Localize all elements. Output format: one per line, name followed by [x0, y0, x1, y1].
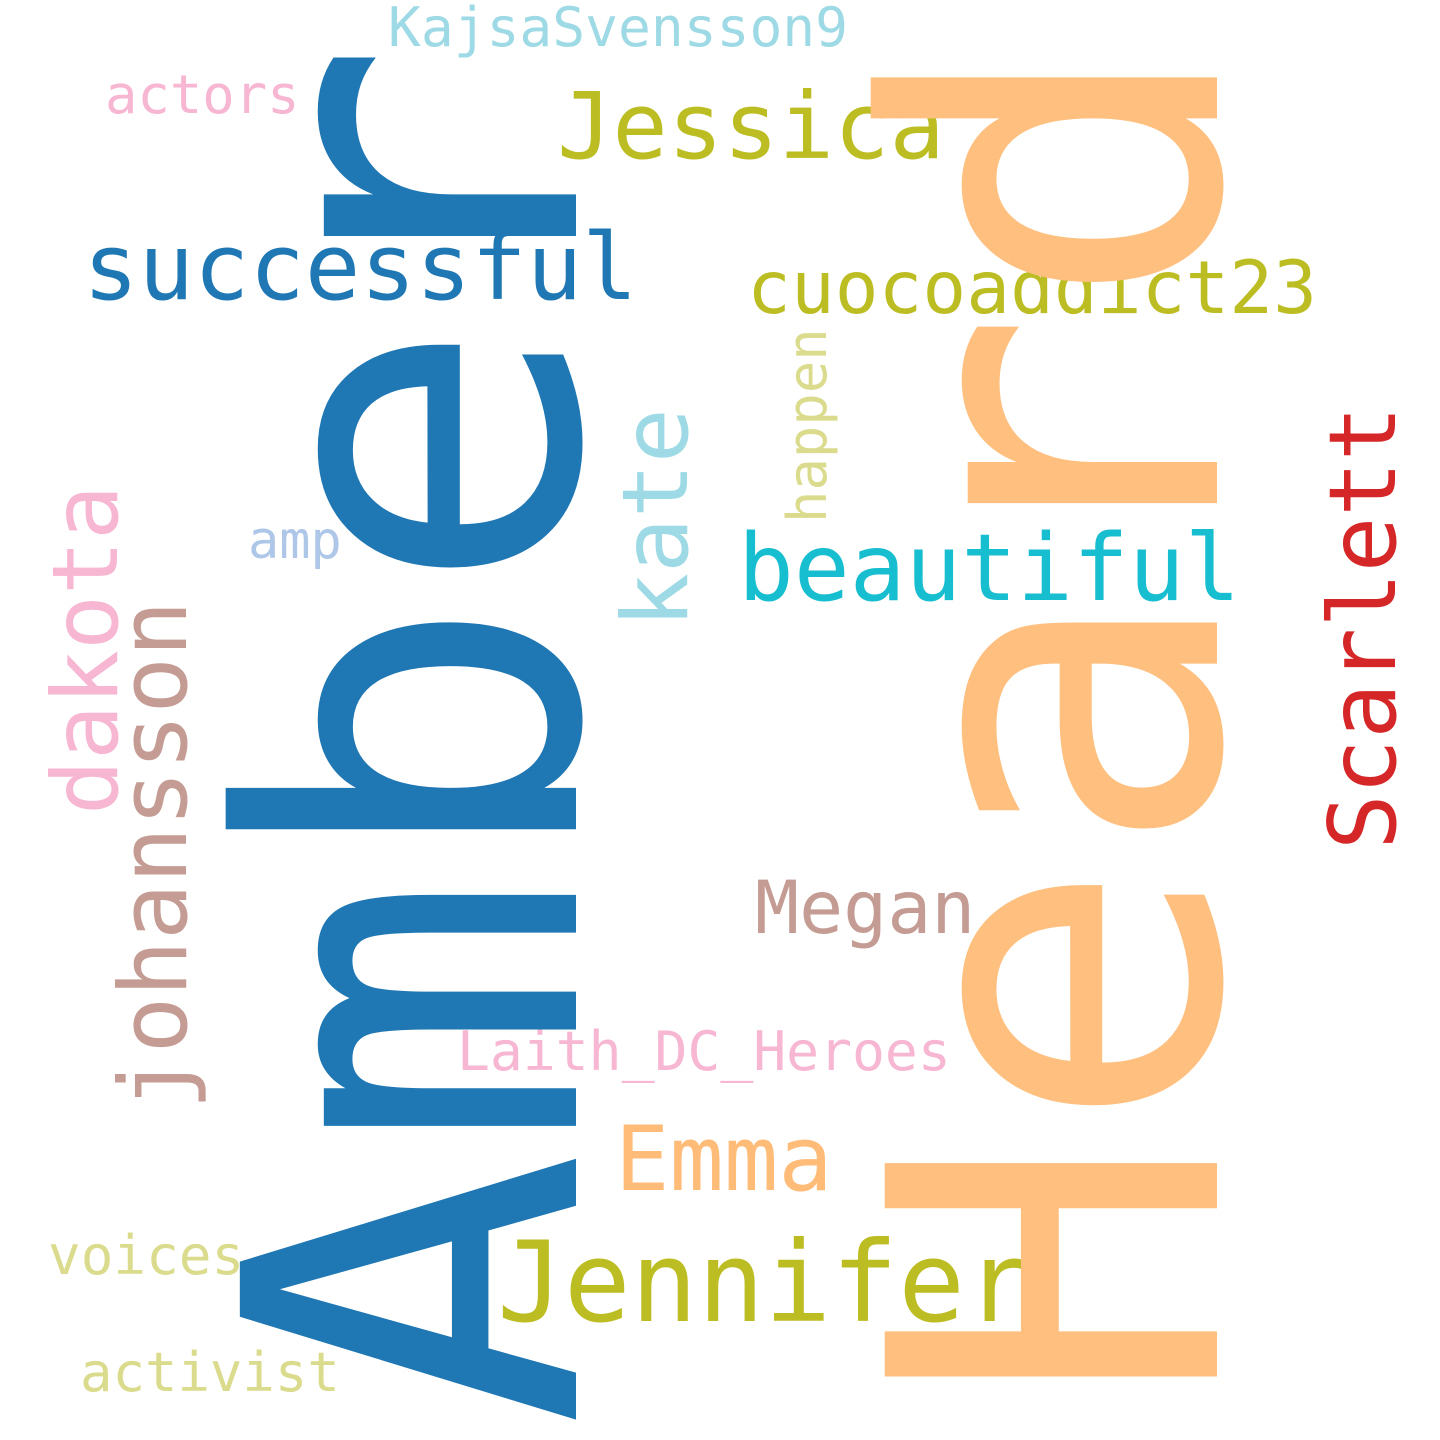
- word-kate: kate: [601, 408, 709, 628]
- word-amber: Amber: [148, 39, 685, 1428]
- word-amp: amp: [248, 511, 342, 571]
- word-jennifer: Jennifer: [497, 1219, 1032, 1348]
- word-jessica: Jessica: [557, 72, 945, 180]
- word-johansson: johansson: [99, 600, 209, 1110]
- word-cuocoaddict23: cuocoaddict23: [747, 246, 1318, 331]
- word-kajsasvensson9: KajsaSvensson9: [388, 0, 849, 59]
- word-actors: actors: [105, 63, 300, 126]
- word-beautiful: beautiful: [738, 514, 1241, 622]
- word-voices: voices: [48, 1223, 245, 1287]
- word-successful: successful: [83, 213, 638, 321]
- word-emma: Emma: [615, 1107, 833, 1212]
- word-laith: Laith_DC_Heroes: [457, 1018, 951, 1083]
- word-scarlett: Scarlett: [1308, 405, 1417, 850]
- word-heard: Heard: [794, 34, 1325, 1407]
- word-happen: happen: [776, 328, 839, 523]
- word-activist: activist: [80, 1340, 340, 1404]
- word-megan: Megan: [755, 865, 976, 951]
